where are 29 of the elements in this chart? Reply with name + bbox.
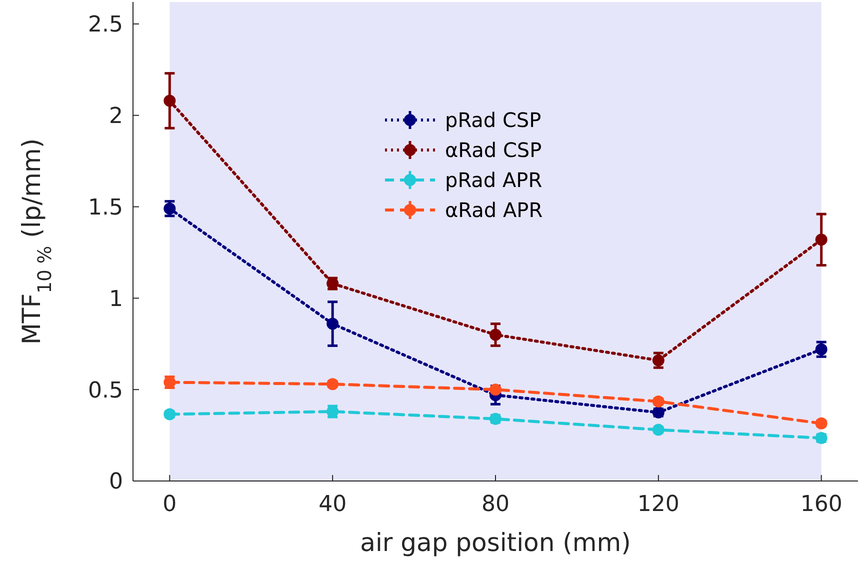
x-tick-label: 0: [162, 492, 177, 517]
legend-label: αRad APR: [445, 198, 543, 222]
y-tick-label: 2.5: [88, 12, 123, 38]
point: [164, 408, 176, 420]
point: [164, 94, 176, 107]
legend-label: αRad CSP: [445, 138, 542, 162]
x-tick-label: 120: [637, 492, 680, 517]
x-axis-title: air gap position (mm): [360, 528, 631, 557]
point: [164, 202, 176, 215]
legend-label: pRad APR: [445, 168, 542, 192]
y-tick-label: 1: [109, 286, 123, 312]
x-tick-label: 80: [482, 492, 510, 517]
point: [652, 424, 664, 436]
y-tick-label: 0: [109, 470, 123, 495]
point: [326, 378, 339, 390]
point: [815, 343, 828, 356]
x-tick-label: 40: [318, 492, 347, 517]
point: [490, 384, 502, 396]
point: [326, 318, 339, 330]
y-tick-label: 1.5: [88, 195, 123, 220]
point: [652, 354, 664, 366]
y-tick-label: 2: [109, 104, 123, 130]
point: [815, 417, 828, 430]
x-tick-label: 160: [800, 492, 842, 517]
point: [815, 234, 828, 246]
y-tick-label: 0.5: [88, 378, 123, 404]
point: [490, 328, 502, 341]
legend-label: pRad CSP: [445, 108, 542, 132]
point: [652, 395, 664, 408]
